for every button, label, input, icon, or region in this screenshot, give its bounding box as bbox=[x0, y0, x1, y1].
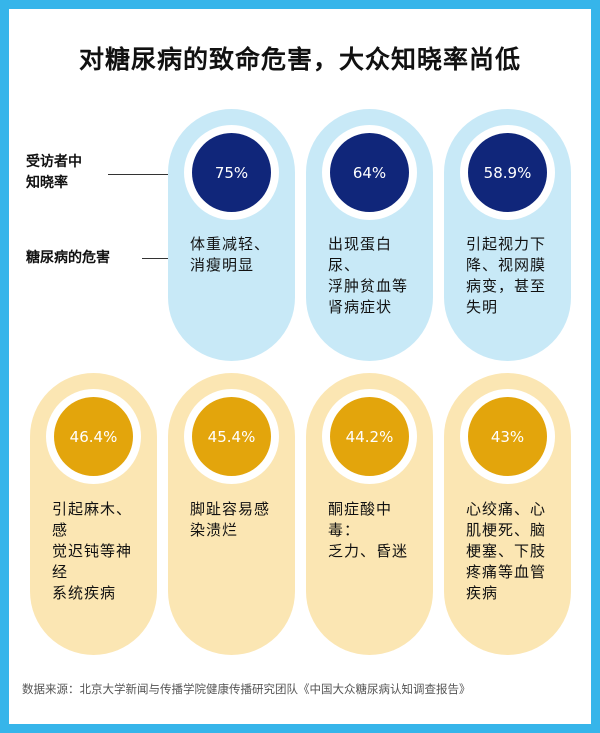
harm-card: 46.4% 引起麻木、感 觉迟钝等神经 系统疾病 bbox=[30, 373, 157, 655]
awareness-percent: 43% bbox=[468, 397, 547, 476]
harm-line: 疼痛等血管 bbox=[466, 563, 547, 581]
harm-description: 出现蛋白尿、 浮肿贫血等 肾病症状 bbox=[328, 234, 421, 318]
harm-line: 酮症酸中毒： bbox=[328, 500, 393, 539]
page-title: 对糖尿病的致命危害，大众知晓率尚低 bbox=[78, 45, 521, 74]
circle-ring: 43% bbox=[460, 389, 555, 484]
data-source: 数据来源：北京大学新闻与传播学院健康传播研究团队《中国大众糖尿病认知调查报告》 bbox=[22, 682, 471, 696]
harm-line: 失明 bbox=[466, 298, 499, 316]
harm-line: 心绞痛、心 bbox=[466, 500, 547, 518]
harm-card: 64% 出现蛋白尿、 浮肿贫血等 肾病症状 bbox=[306, 109, 433, 361]
circle-ring: 75% bbox=[184, 125, 279, 220]
awareness-percent: 45.4% bbox=[192, 397, 271, 476]
awareness-percent: 58.9% bbox=[468, 133, 547, 212]
harm-line: 出现蛋白尿、 bbox=[328, 235, 393, 274]
harm-line: 肌梗死、脑 bbox=[466, 521, 547, 539]
harm-line: 体重减轻、 bbox=[190, 235, 271, 253]
harm-line: 引起麻木、感 bbox=[52, 500, 133, 539]
harm-description: 酮症酸中毒： 乏力、昏迷 bbox=[328, 499, 421, 562]
harm-line: 脚趾容易感 bbox=[190, 500, 271, 518]
harm-line: 消瘦明显 bbox=[190, 256, 255, 274]
legend-harm-label: 糖尿病的危害 bbox=[26, 250, 110, 266]
awareness-percent: 46.4% bbox=[54, 397, 133, 476]
awareness-percent: 75% bbox=[192, 133, 271, 212]
harm-card: 45.4% 脚趾容易感 染溃烂 bbox=[168, 373, 295, 655]
harm-card: 58.9% 引起视力下 降、视网膜 病变，甚至 失明 bbox=[444, 109, 571, 361]
harm-line: 系统疾病 bbox=[52, 584, 117, 602]
harm-line: 引起视力下 bbox=[466, 235, 547, 253]
circle-ring: 44.2% bbox=[322, 389, 417, 484]
harm-description: 引起麻木、感 觉迟钝等神经 系统疾病 bbox=[52, 499, 145, 604]
circle-ring: 64% bbox=[322, 125, 417, 220]
legend-awareness-line1: 受访者中 bbox=[26, 154, 82, 170]
harm-line: 疾病 bbox=[466, 584, 499, 602]
legend-harm: 糖尿病的危害 bbox=[26, 248, 110, 269]
harm-line: 病变，甚至 bbox=[466, 277, 547, 295]
circle-ring: 46.4% bbox=[46, 389, 141, 484]
awareness-percent: 44.2% bbox=[330, 397, 409, 476]
harm-card: 44.2% 酮症酸中毒： 乏力、昏迷 bbox=[306, 373, 433, 655]
harm-line: 降、视网膜 bbox=[466, 256, 547, 274]
harm-line: 染溃烂 bbox=[190, 521, 239, 539]
legend-awareness: 受访者中 知晓率 bbox=[26, 152, 82, 194]
awareness-percent: 64% bbox=[330, 133, 409, 212]
harm-description: 引起视力下 降、视网膜 病变，甚至 失明 bbox=[466, 234, 559, 318]
legend-awareness-line2: 知晓率 bbox=[26, 175, 68, 191]
legend-awareness-line bbox=[108, 174, 208, 175]
harm-line: 浮肿贫血等 bbox=[328, 277, 409, 295]
harm-line: 肾病症状 bbox=[328, 298, 393, 316]
harm-card: 75% 体重减轻、 消瘦明显 bbox=[168, 109, 295, 361]
circle-ring: 45.4% bbox=[184, 389, 279, 484]
harm-line: 乏力、昏迷 bbox=[328, 542, 409, 560]
harm-line: 觉迟钝等神经 bbox=[52, 542, 133, 581]
harm-description: 脚趾容易感 染溃烂 bbox=[190, 499, 283, 541]
harm-description: 心绞痛、心 肌梗死、脑 梗塞、下肢 疼痛等血管 疾病 bbox=[466, 499, 559, 604]
harm-description: 体重减轻、 消瘦明显 bbox=[190, 234, 283, 276]
circle-ring: 58.9% bbox=[460, 125, 555, 220]
harm-line: 梗塞、下肢 bbox=[466, 542, 547, 560]
harm-card: 43% 心绞痛、心 肌梗死、脑 梗塞、下肢 疼痛等血管 疾病 bbox=[444, 373, 571, 655]
